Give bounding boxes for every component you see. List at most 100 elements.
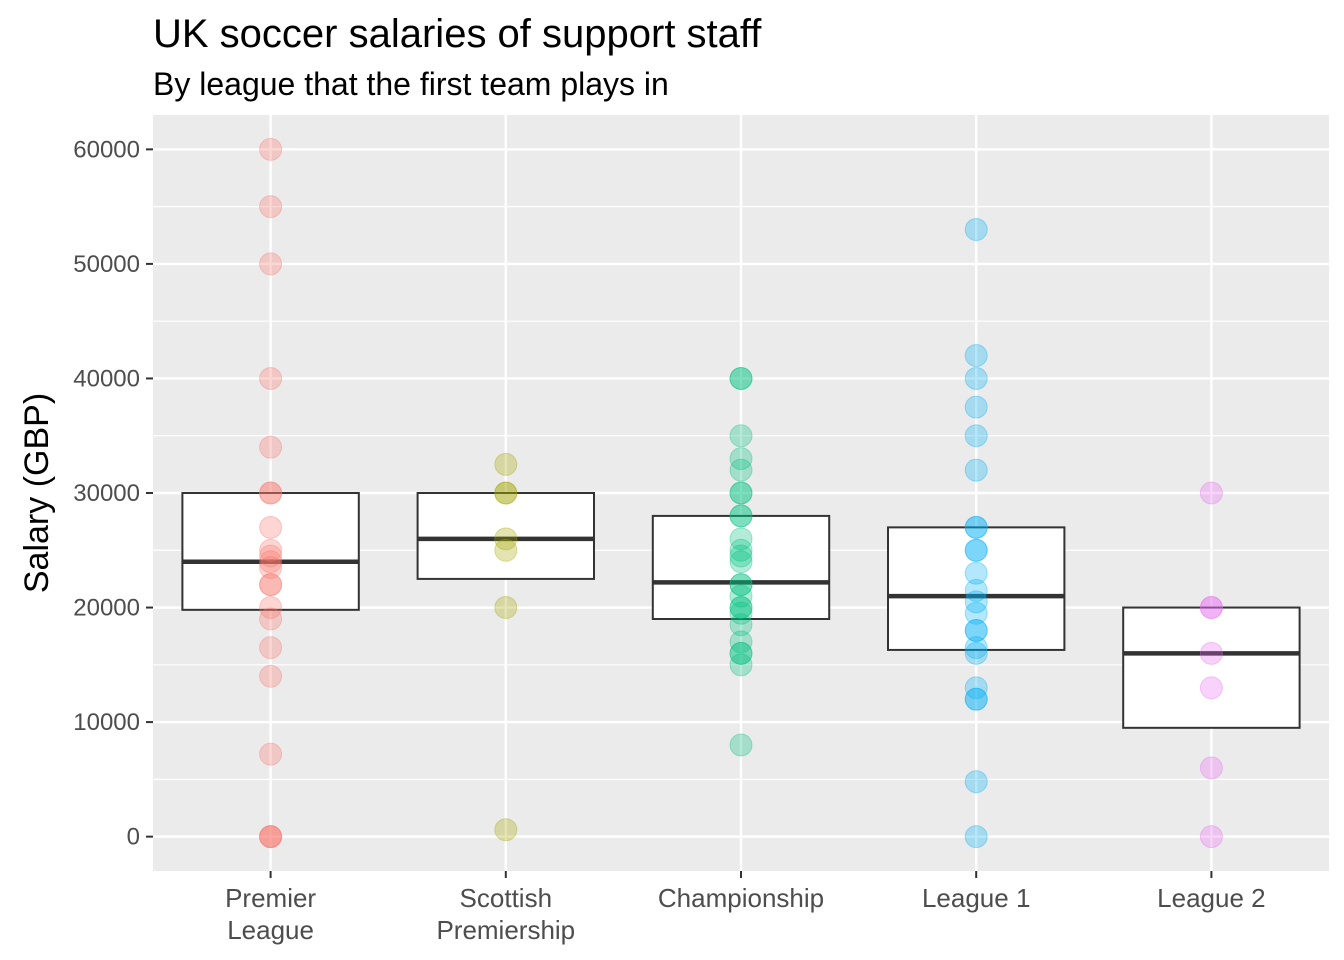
y-tick-label: 0 [127,824,140,851]
data-point [964,515,988,539]
data-point [259,825,283,849]
data-point [964,825,988,849]
data-point [259,607,283,631]
data-point [494,538,518,562]
data-point [494,596,518,620]
data-point [729,424,753,448]
data-point [964,366,988,390]
data-point [259,742,283,766]
data-point [259,481,283,505]
data-point [259,366,283,390]
data-point [729,544,753,568]
data-point [964,590,988,614]
data-point [1199,596,1223,620]
x-tick-label: League 1 [922,883,1030,913]
data-point [259,573,283,597]
data-point [259,596,283,620]
data-point [964,538,988,562]
data-point [259,555,283,579]
x-tick-label: League 2 [1157,883,1265,913]
data-point [729,641,753,665]
data-point [964,636,988,660]
data-point [964,676,988,700]
data-point [964,687,988,711]
data-point [259,825,283,849]
data-point [729,458,753,482]
data-point [729,504,753,528]
data-point [729,641,753,665]
x-tick-label: Premier League [225,883,316,945]
y-tick-label: 40000 [73,365,140,392]
chart-title: UK soccer salaries of support staff [153,12,762,56]
data-point [259,481,283,505]
y-axis: 0 10000 20000 30000 40000 50000 60000 [73,136,153,851]
data-point [729,630,753,654]
data-point [1199,825,1223,849]
data-point [259,515,283,539]
data-point [964,218,988,242]
data-point [1199,481,1223,505]
data-point [964,578,988,602]
data-point [964,424,988,448]
data-point [259,636,283,660]
y-tick-label: 50000 [73,251,140,278]
data-point [729,573,753,597]
data-point [259,538,283,562]
y-tick-label: 20000 [73,595,140,622]
data-point [259,252,283,276]
data-point [494,452,518,476]
data-points [259,137,1223,849]
data-point [729,481,753,505]
data-point [729,527,753,551]
data-point [1199,756,1223,780]
data-point [964,770,988,794]
data-point [259,195,283,219]
chart-subtitle: By league that the first team plays in [153,66,669,102]
data-point [259,544,283,568]
data-point [729,733,753,757]
data-point [259,550,283,574]
data-point [1199,676,1223,700]
x-axis: Premier League Scottish Premiership Champion… [225,871,1266,945]
data-point [964,395,988,419]
data-point [729,613,753,637]
box [887,526,1066,651]
x-tick-label: Scottish Premiership [436,883,575,945]
data-point [1199,596,1223,620]
data-point [964,601,988,625]
data-point [729,601,753,625]
data-point [964,515,988,539]
data-point [494,527,518,551]
y-tick-label: 10000 [73,709,140,736]
data-point [729,538,753,562]
box [651,514,831,621]
data-point [964,618,988,642]
data-point [964,641,988,665]
data-point [964,618,988,642]
data-point [494,481,518,505]
data-point [964,561,988,585]
data-point [964,687,988,711]
data-point [729,366,753,390]
data-point [494,818,518,842]
data-point [259,664,283,688]
data-point [729,573,753,597]
boxes [181,492,1301,729]
data-point [729,653,753,677]
box [1122,606,1301,729]
data-point [259,573,283,597]
data-point [729,596,753,620]
data-point [729,447,753,471]
data-point [729,550,753,574]
data-point [494,481,518,505]
x-tick-label: Championship [658,883,824,913]
box [416,492,595,580]
data-point [1199,641,1223,665]
data-point [729,504,753,528]
y-axis-label: Salary (GBP) [18,393,56,593]
data-point [259,435,283,459]
data-point [729,596,753,620]
data-point [964,344,988,368]
data-point [729,366,753,390]
